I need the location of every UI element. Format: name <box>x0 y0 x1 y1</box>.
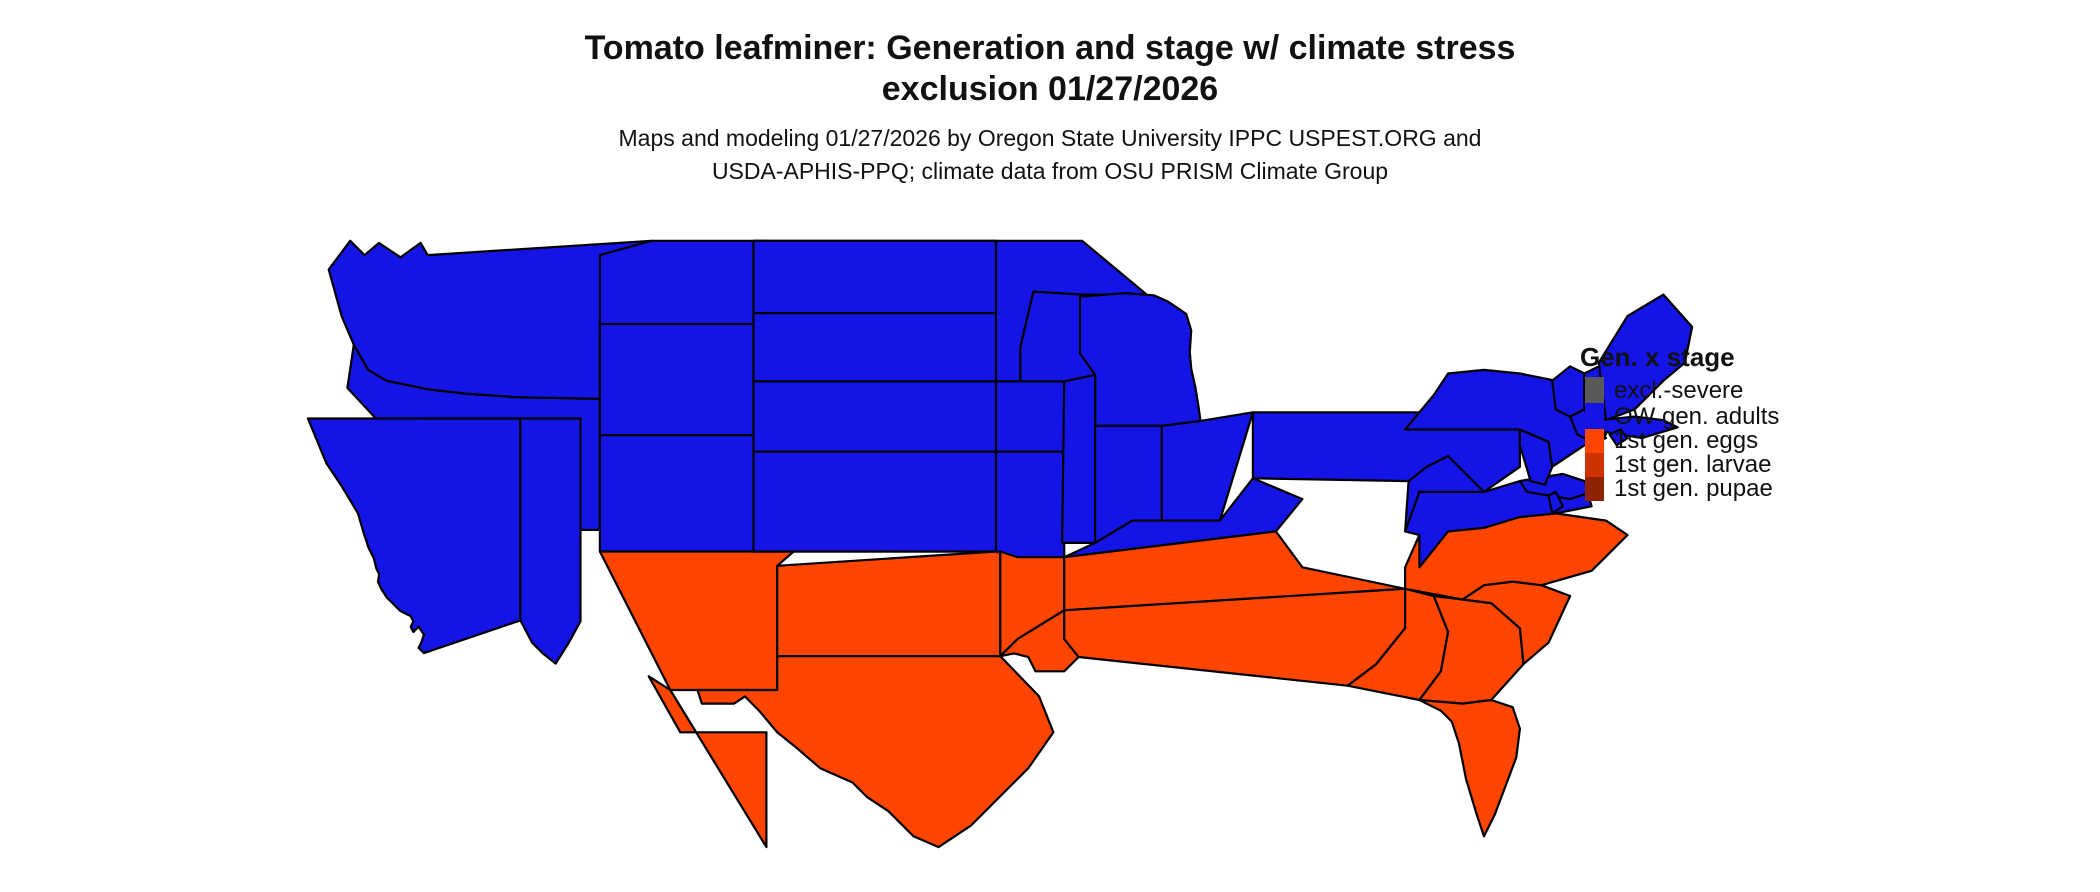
svg-text:OW gen. adults: OW gen. adults <box>1614 403 1779 430</box>
svg-text:1st gen. larvae: 1st gen. larvae <box>1614 451 1771 478</box>
svg-text:Gen. x stage: Gen. x stage <box>1580 342 1735 372</box>
svg-text:1st gen. pupae: 1st gen. pupae <box>1614 475 1773 502</box>
svg-text:excl.-severe: excl.-severe <box>1614 377 1743 404</box>
svg-text:1st gen. eggs: 1st gen. eggs <box>1614 427 1758 454</box>
